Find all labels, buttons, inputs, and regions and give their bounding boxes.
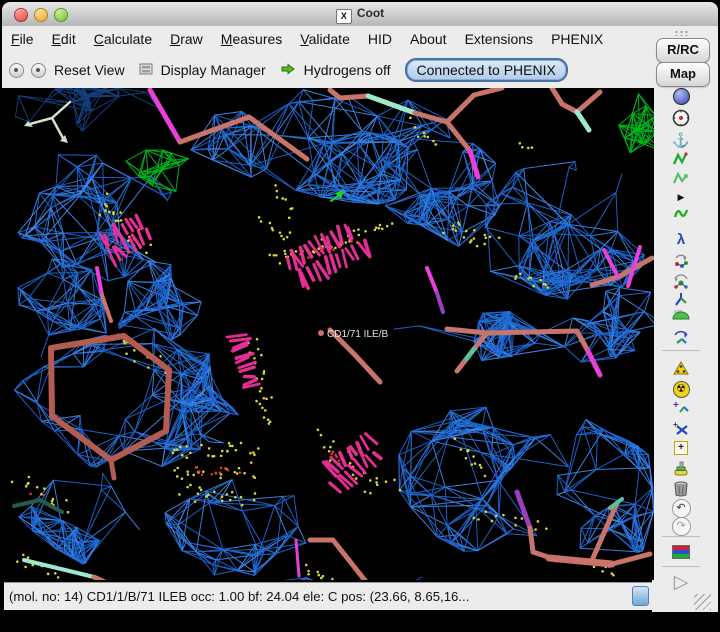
sidebar-separator <box>662 566 700 567</box>
menu-draw[interactable]: Draw <box>170 31 203 47</box>
connected-to-phenix-button[interactable]: Connected to PHENIX <box>404 58 568 82</box>
resize-grip[interactable] <box>694 594 711 610</box>
toolbar-grip-handle[interactable] <box>674 30 690 36</box>
hydrogens-toggle-button[interactable]: Hydrogens off <box>303 62 391 78</box>
svg-text:+: + <box>673 420 678 429</box>
play-icon[interactable]: ▷ <box>673 571 689 593</box>
rotamers-icon[interactable] <box>669 251 693 271</box>
x11-icon: X <box>335 9 352 24</box>
reset-view-button[interactable]: Reset View <box>54 62 125 78</box>
map-button[interactable]: Map <box>656 62 710 87</box>
rigid-body-fit-icon[interactable]: ▶ <box>677 191 685 202</box>
rotate-translate-zone-icon[interactable] <box>669 203 693 223</box>
minimize-button[interactable] <box>34 8 48 22</box>
toolbar: Reset View Display Manager Hydrogens off… <box>2 52 654 88</box>
close-button[interactable] <box>14 8 28 22</box>
undo-icon[interactable]: ↶ <box>669 498 693 518</box>
toolbar-toggle-b-button[interactable] <box>31 62 46 78</box>
svg-text:Side: Side <box>674 309 684 314</box>
menu-file[interactable]: File <box>11 31 34 47</box>
menu-calculate[interactable]: Calculate <box>93 31 153 47</box>
display-manager-icon <box>139 62 153 78</box>
auto-fit-rotamer-icon[interactable]: λ <box>676 230 686 248</box>
svg-text:CD1/71 ILE/B: CD1/71 ILE/B <box>327 329 388 340</box>
menu-measures[interactable]: Measures <box>220 31 283 47</box>
regularize-icon[interactable] <box>669 169 693 189</box>
mutate-icon[interactable] <box>669 358 693 378</box>
menu-phenix[interactable]: PHENIX <box>551 31 604 47</box>
toolbar-toggle-a-button[interactable] <box>9 62 24 78</box>
molecule-scene: CD1/71 ILE/B <box>10 83 665 613</box>
menu-validate[interactable]: Validate <box>300 31 350 47</box>
display-manager-button[interactable]: Display Manager <box>160 62 266 78</box>
window-title-wrap: X Coot <box>2 6 718 24</box>
real-space-refine-icon[interactable] <box>669 149 693 169</box>
sidebar-separator <box>662 350 700 351</box>
menu-extensions[interactable]: Extensions <box>464 31 534 47</box>
menu-about[interactable]: About <box>409 31 447 47</box>
sidebar-separator <box>662 536 700 537</box>
zoom-button[interactable] <box>54 8 68 22</box>
edit-chi-angles-icon[interactable] <box>669 271 693 291</box>
jed-flip-icon[interactable] <box>669 328 693 348</box>
menu-bar[interactable]: File Edit Calculate Draw Measures Validate HID… <box>2 26 718 53</box>
side-chain-flip-icon[interactable]: Side <box>669 307 693 327</box>
globe-icon[interactable] <box>669 86 693 106</box>
window-title: Coot <box>356 6 385 20</box>
svg-text:+: + <box>673 400 679 411</box>
title-bar[interactable]: X Coot <box>2 2 718 27</box>
delete-item-icon[interactable] <box>669 478 693 498</box>
brush-icon[interactable] <box>669 458 693 478</box>
gl-viewport[interactable]: CD1/71 ILE/B <box>6 83 665 613</box>
hydrogens-arrow-icon <box>280 62 296 78</box>
redo-icon[interactable]: ↷ <box>669 516 693 536</box>
menu-edit[interactable]: Edit <box>51 31 76 47</box>
status-scrollbar-thumb[interactable] <box>632 586 649 606</box>
flag-icon[interactable] <box>669 542 693 562</box>
anchor-icon[interactable]: ⚓ <box>672 131 690 148</box>
add-alt-conf-icon[interactable]: + <box>669 418 693 438</box>
simple-mutate-icon[interactable]: ☢ <box>669 379 693 399</box>
place-atom-icon[interactable]: + <box>669 438 693 458</box>
timer-icon[interactable] <box>669 108 693 128</box>
add-terminal-residue-icon[interactable]: + <box>669 398 693 418</box>
status-bar: (mol. no: 14) CD1/1/B/71 ILEB occ: 1.00 … <box>4 582 652 610</box>
menu-hid[interactable]: HID <box>367 31 392 47</box>
rrc-button[interactable]: R/RC <box>656 38 710 63</box>
flip-peptide-icon[interactable] <box>669 289 693 309</box>
